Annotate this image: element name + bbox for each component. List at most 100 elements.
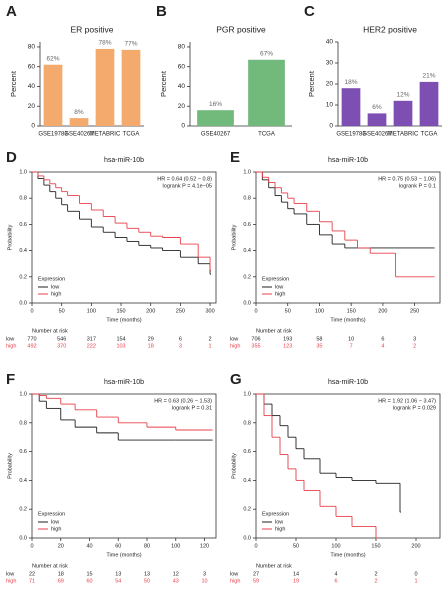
y-tick-label: 40 — [28, 83, 36, 90]
x-tick-label: 50 — [59, 308, 65, 314]
y-axis-label: Probability — [7, 453, 13, 479]
risk-count: 35 — [316, 343, 322, 349]
risk-row-label: low — [6, 571, 14, 577]
bar — [43, 64, 63, 126]
risk-count: 13 — [144, 571, 150, 577]
risk-count: 71 — [29, 578, 35, 584]
risk-row-label: low — [230, 336, 238, 342]
y-tick-label: 0.4 — [19, 248, 27, 254]
annotation: logrank P = 4.1e−05 — [163, 183, 212, 189]
y-tick-label: 0.2 — [243, 507, 251, 513]
legend-title: Expression — [38, 276, 65, 282]
legend-label: high — [51, 526, 61, 532]
risk-count: 370 — [57, 343, 66, 349]
bar — [121, 49, 141, 126]
bar — [393, 100, 413, 126]
risk-count: 1 — [209, 343, 212, 349]
x-axis-label: Time (months) — [330, 552, 365, 558]
bar — [69, 118, 89, 126]
y-tick-label: 40 — [326, 39, 334, 46]
legend-label: low — [275, 284, 283, 290]
value-label: 16% — [209, 101, 222, 108]
risk-count: 154 — [116, 336, 125, 342]
risk-count: 1 — [414, 578, 417, 584]
risk-count: 50 — [144, 578, 150, 584]
y-axis-label: Probability — [231, 453, 237, 479]
y-tick-label: 0.8 — [243, 420, 251, 426]
y-tick-label: 0.0 — [19, 535, 27, 541]
risk-row-label: low — [6, 336, 14, 342]
y-tick-label: 0 — [181, 123, 185, 130]
y-tick-label: 1.0 — [243, 391, 251, 397]
risk-count: 2 — [374, 578, 377, 584]
risk-count: 706 — [251, 336, 260, 342]
y-tick-label: 20 — [178, 103, 186, 110]
legend-label: high — [275, 291, 285, 297]
x-tick-label: 250 — [410, 308, 419, 314]
annotation: logrank P = 0.029 — [393, 405, 436, 411]
y-tick-label: 0.8 — [243, 196, 251, 202]
chart-title: hsa-miR-10b — [328, 379, 368, 386]
y-axis-label: Probability — [231, 224, 237, 250]
risk-count: 7 — [350, 343, 353, 349]
annotation: HR = 0.63 (0.26 − 1.53) — [154, 398, 212, 404]
x-axis-label: Time (months) — [330, 317, 365, 323]
x-tick-label: 0 — [254, 308, 257, 314]
x-tick-label: TCGA — [258, 132, 275, 138]
y-axis-label: Percent — [307, 70, 316, 97]
plot-frame — [255, 393, 441, 539]
bar — [419, 81, 439, 126]
risk-count: 103 — [116, 343, 125, 349]
bar — [95, 48, 115, 126]
y-tick-label: 0.4 — [243, 478, 251, 484]
risk-count: 54 — [115, 578, 121, 584]
y-tick-label: 0.2 — [243, 274, 251, 280]
risk-count: 193 — [283, 336, 292, 342]
y-tick-label: 80 — [28, 44, 36, 51]
annotation: HR = 0.75 (0.53 − 1.06) — [378, 176, 436, 182]
x-tick-label: GSE19783 — [336, 132, 366, 138]
risk-count: 6 — [334, 578, 337, 584]
x-tick-label: 150 — [371, 543, 380, 549]
value-label: 12% — [396, 92, 409, 99]
x-tick-label: 200 — [411, 543, 420, 549]
risk-count: 60 — [86, 578, 92, 584]
x-tick-label: 100 — [315, 308, 324, 314]
risk-row-label: high — [230, 578, 240, 584]
risk-count: 6 — [381, 336, 384, 342]
risk-count: 18 — [148, 343, 154, 349]
y-tick-label: 0.6 — [19, 449, 27, 455]
y-tick-label: 0.8 — [19, 420, 27, 426]
panel-letter: G — [230, 371, 242, 388]
y-tick-label: 0.6 — [19, 222, 27, 228]
y-tick-label: 0.6 — [243, 449, 251, 455]
risk-count: 123 — [283, 343, 292, 349]
risk-count: 2 — [413, 343, 416, 349]
risk-count: 3 — [179, 343, 182, 349]
bar — [248, 59, 285, 126]
risk-row-label: high — [230, 343, 240, 349]
y-tick-label: 30 — [326, 60, 334, 67]
value-label: 6% — [372, 104, 382, 111]
risk-count: 13 — [115, 571, 121, 577]
plot-frame — [31, 393, 217, 539]
y-tick-label: 40 — [178, 83, 186, 90]
x-tick-label: 150 — [116, 308, 125, 314]
panel-letter: C — [304, 3, 315, 20]
risk-count: 546 — [57, 336, 66, 342]
value-label: 21% — [422, 73, 435, 80]
y-tick-label: 0.4 — [243, 248, 251, 254]
x-axis-label: Time (months) — [106, 317, 141, 323]
x-tick-label: 60 — [115, 543, 121, 549]
risk-title: Number at risk — [256, 563, 292, 569]
risk-count: 18 — [58, 571, 64, 577]
x-tick-label: 20 — [58, 543, 64, 549]
x-tick-label: TCGA — [123, 132, 140, 138]
panel-letter: F — [6, 371, 15, 388]
x-tick-label: 0 — [30, 308, 33, 314]
y-tick-label: 0.0 — [243, 300, 251, 306]
panel-letter: D — [6, 149, 17, 166]
risk-count: 3 — [413, 336, 416, 342]
risk-count: 14 — [293, 571, 299, 577]
